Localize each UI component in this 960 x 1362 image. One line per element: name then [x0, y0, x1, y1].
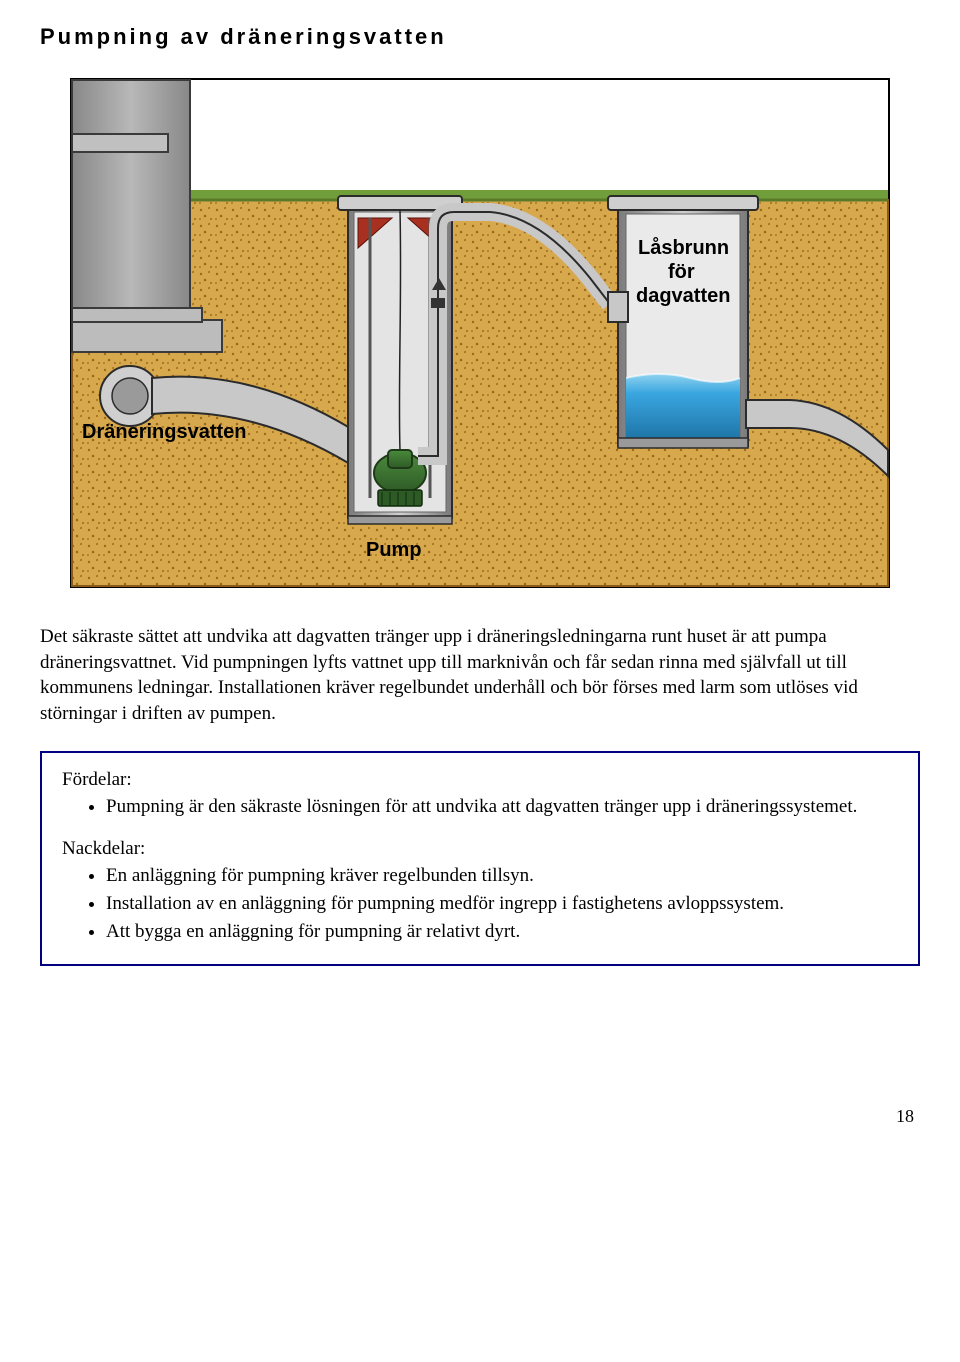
label-pump: Pump	[366, 539, 422, 561]
intro-paragraph: Det säkraste sättet att undvika att dagv…	[40, 624, 920, 727]
disadvantages-list: En anläggning för pumpning kräver regelb…	[62, 863, 898, 944]
list-item: Pumpning är den säkraste lösningen för a…	[106, 794, 898, 820]
advantages-list: Pumpning är den säkraste lösningen för a…	[62, 794, 898, 820]
list-item: Att bygga en anläggning för pumpning är …	[106, 919, 898, 945]
label-lasbrunn-3: dagvatten	[636, 285, 730, 307]
disadvantages-heading: Nackdelar:	[62, 836, 898, 862]
drainage-diagram: Dräneringsvatten Pump Låsbrunn för dagva…	[70, 78, 890, 588]
pros-cons-box: Fördelar: Pumpning är den säkraste lösni…	[40, 751, 920, 967]
page-number: 18	[40, 1106, 920, 1127]
page-title: Pumpning av dräneringsvatten	[40, 24, 920, 50]
list-item: En anläggning för pumpning kräver regelb…	[106, 863, 898, 889]
label-lasbrunn-1: Låsbrunn	[638, 236, 729, 259]
list-item: Installation av en anläggning för pumpni…	[106, 891, 898, 917]
advantages-heading: Fördelar:	[62, 767, 898, 793]
label-lasbrunn-2: för	[668, 261, 695, 283]
label-draneringsvatten: Dräneringsvatten	[82, 421, 247, 443]
lock-well	[608, 196, 758, 448]
